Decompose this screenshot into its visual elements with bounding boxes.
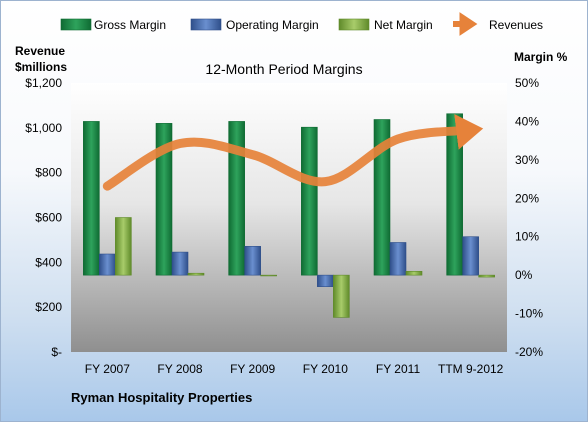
x-tick-label: FY 2010 [303,362,348,376]
legend: Gross Margin Operating Margin Net Margin… [60,12,543,36]
x-tick-label: FY 2009 [230,362,275,376]
left-axis-title-line2: $millions [15,60,67,74]
net-margin-bar [478,274,495,278]
right-tick-label: -20% [515,345,543,359]
revenue-line [102,113,484,191]
right-tick-label: -10% [515,307,543,321]
gross-margin-bar [301,126,318,276]
left-tick-label: $- [51,345,62,359]
left-tick-label: $200 [35,300,62,314]
gross-margin-bar [83,121,100,276]
gross-margin-bar [446,113,463,276]
right-tick-label: 0% [515,268,533,282]
net-margin-bar [333,274,350,318]
net-margin-bar [187,272,205,276]
legend-item-operating-margin: Operating Margin [190,18,319,32]
left-tick-label: $600 [35,211,62,225]
operating-margin-bar [171,251,189,276]
right-tick-label: 30% [515,153,539,167]
left-axis-title-line1: Revenue [15,44,65,58]
gross-margin-bar [373,119,391,276]
right-tick-label: 20% [515,191,539,205]
left-tick-label: $1,200 [25,76,62,90]
x-tick-label: TTM 9-2012 [438,362,504,376]
legend-label-gross-margin: Gross Margin [94,18,166,32]
legend-swatch-gross-margin [60,18,92,31]
x-tick-label: FY 2011 [376,362,421,376]
right-tick-label: 10% [515,230,539,244]
net-margin-bar [115,217,132,276]
legend-label-revenues: Revenues [489,18,543,32]
operating-margin-bar [389,242,407,276]
legend-item-revenues: Revenues [453,12,543,36]
chart-title: 12-Month Period Margins [205,61,362,77]
operating-margin-bar [99,253,116,276]
left-tick-label: $1,000 [25,121,62,135]
x-tick-label: FY 2008 [157,362,202,376]
gross-margin-bar [228,121,245,276]
left-tick-label: $400 [35,255,62,269]
operating-margin-bar [244,246,261,276]
net-margin-bar [405,270,423,276]
right-tick-label: 40% [515,114,539,128]
chart-marks: $1,200 $1,000 $800 $600 $400 $200 $- 50% 40% 30% 2… [25,76,543,376]
operating-margin-bar [462,236,479,276]
legend-item-net-margin: Net Margin [338,18,433,32]
legend-swatch-operating-margin [190,18,222,31]
plot-area [71,83,507,352]
right-tick-label: 50% [515,76,539,90]
company-name: Ryman Hospitality Properties [71,390,252,405]
legend-item-gross-margin: Gross Margin [60,18,166,32]
x-tick-label: FY 2007 [85,362,130,376]
legend-swatch-net-margin [338,18,370,31]
legend-label-net-margin: Net Margin [374,18,433,32]
operating-margin-bar [317,274,334,287]
left-tick-label: $800 [35,166,62,180]
gross-margin-bar [155,123,173,276]
legend-label-operating-margin: Operating Margin [226,18,319,32]
right-axis-title: Margin % [514,50,568,64]
net-margin-bar [260,274,277,277]
